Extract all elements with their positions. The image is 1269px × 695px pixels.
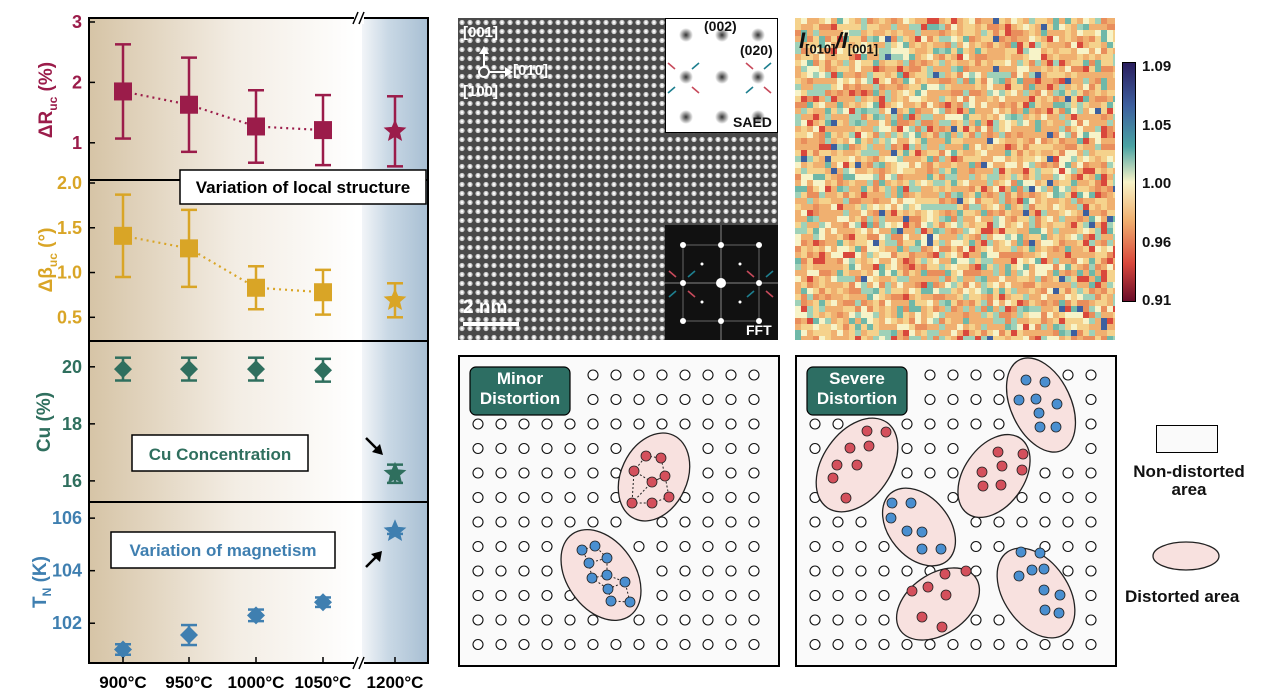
- y-tick-label: 18: [62, 414, 82, 434]
- severe-label-box: [806, 366, 908, 416]
- data-point: [314, 593, 332, 612]
- legend-distorted-label: Distorted area: [1125, 587, 1240, 606]
- data-point: [180, 95, 198, 114]
- data-point: [247, 606, 265, 625]
- direction-010: [010]: [513, 62, 549, 79]
- intensity-map: [795, 18, 1115, 340]
- svg-text:Cu Concentration: Cu Concentration: [149, 445, 292, 464]
- x-tick-label: 1000°C: [228, 673, 285, 692]
- y-tick-label: 2.0: [57, 173, 82, 193]
- svg-text:Variation of local structure: Variation of local structure: [196, 178, 410, 197]
- direction-001: [001]: [463, 24, 499, 41]
- x-tick-label: 1200°C: [367, 673, 424, 692]
- severe-cluster-3: [957, 433, 1031, 519]
- scale-label: 2 nm: [463, 297, 508, 318]
- x-tick-label: 950°C: [165, 673, 212, 692]
- axis-break-top: [352, 11, 365, 25]
- axis-break-bottom: [352, 656, 365, 670]
- y-tick-label: 104: [52, 561, 82, 581]
- data-point: [383, 119, 407, 141]
- data-point: [314, 361, 332, 380]
- colorbar-tick-5: 0.91: [1142, 292, 1172, 309]
- y-tick-label: 1.0: [57, 263, 82, 283]
- data-point: [114, 360, 132, 379]
- cu-annotation: Cu Concentration: [131, 434, 309, 472]
- map-title: I[010]/I[001]: [799, 28, 879, 57]
- data-point: [314, 121, 332, 140]
- y-tick-label: 0.5: [57, 307, 82, 327]
- data-point: [383, 461, 407, 484]
- data-point: [180, 360, 198, 379]
- data-point: [180, 239, 198, 258]
- data-point: [114, 226, 132, 245]
- structure-annotation: Variation of local structure: [179, 169, 427, 205]
- y-tick-label: 20: [62, 357, 82, 377]
- severe-cluster-1: [1005, 357, 1077, 453]
- x-tick-label: 900°C: [99, 673, 146, 692]
- r-axis-label: ΔRuc (%): [36, 62, 60, 138]
- minor-label: Minor Distortion: [479, 369, 561, 408]
- colorbar-tick-3: 1.00: [1142, 175, 1172, 192]
- y-tick-label: 16: [62, 471, 82, 491]
- x-tick-label: 1050°C: [295, 673, 352, 692]
- beta-axis-label: Δβuc (°): [36, 228, 60, 293]
- colorbar-tick-2: 1.05: [1142, 117, 1172, 134]
- severe-cluster-4: [881, 487, 957, 567]
- y-tick-label: 3: [72, 12, 82, 32]
- data-point: [383, 519, 407, 541]
- y-tick-label: 2: [72, 72, 82, 92]
- legend-distorted-swatch: [1152, 541, 1220, 571]
- direction-100: [100]: [463, 83, 499, 100]
- axis-arrows-icon: [478, 46, 513, 78]
- cu-arrow: [365, 437, 383, 455]
- distorted-cluster-2: [560, 528, 642, 622]
- data-point: [247, 360, 265, 379]
- y-tick-label: 1.5: [57, 218, 82, 238]
- severe-cluster-6: [895, 565, 981, 641]
- data-point: [114, 82, 132, 101]
- spot-020-label: (020): [740, 42, 773, 58]
- data-point: [247, 278, 265, 297]
- data-point: [383, 288, 407, 310]
- legend-non-distorted-swatch: [1156, 425, 1218, 453]
- minor-label-box: [469, 366, 571, 416]
- data-point: [180, 626, 198, 645]
- magnetism-annotation: Variation of magnetism: [110, 531, 336, 569]
- series-connector: [122, 90, 324, 132]
- severe-cluster-2: [815, 417, 899, 513]
- spot-002-label: (002): [704, 18, 737, 34]
- scale-bar: [463, 322, 519, 326]
- saed-label: SAED: [733, 114, 772, 130]
- colorbar-tick-4: 0.96: [1142, 234, 1172, 251]
- legend-non-distorted-label: Non-distorted area: [1133, 462, 1245, 499]
- severe-distortion-schematic: [795, 355, 1117, 667]
- severe-cluster-5: [996, 546, 1076, 639]
- y-tick-label: 1: [72, 133, 82, 153]
- data-point: [247, 117, 265, 136]
- colorbar: [1122, 62, 1136, 302]
- colorbar-tick-1: 1.09: [1142, 58, 1172, 75]
- saed-inset: [665, 18, 778, 133]
- minor-distortion-schematic: [458, 355, 780, 667]
- svg-text:Variation of magnetism: Variation of magnetism: [129, 541, 316, 560]
- y-tick-label: 106: [52, 508, 82, 528]
- tn-axis-label: TN (K): [30, 556, 54, 608]
- cu-axis-label: Cu (%): [34, 392, 55, 452]
- fft-label: FFT: [746, 322, 772, 338]
- severe-label: Severe Distortion: [816, 369, 898, 408]
- data-point: [314, 283, 332, 302]
- tn-arrow: [365, 551, 382, 568]
- data-point: [114, 640, 132, 659]
- y-tick-label: 102: [52, 613, 82, 633]
- distorted-cluster-1: [617, 432, 691, 522]
- fft-inset: [665, 225, 778, 340]
